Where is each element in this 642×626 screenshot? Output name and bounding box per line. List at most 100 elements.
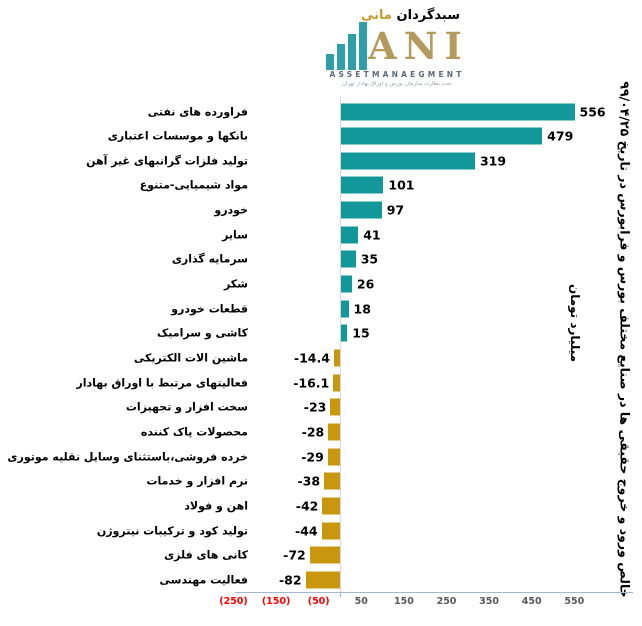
asset-management-text: ASSETMANAEGMENT: [329, 70, 465, 79]
brand-secondary-text: مانی: [361, 8, 392, 23]
value-label: -14.4: [293, 350, 330, 366]
value-label: -29: [301, 449, 324, 465]
chart-row: بانکها و موسسات اعتباری 479: [0, 124, 642, 149]
bar: [309, 546, 340, 564]
chart-row: خودرو 97: [0, 198, 642, 223]
chart-row: فعالیت مهندسی -82: [0, 567, 642, 592]
value-label: -16.1: [293, 375, 330, 391]
category-label: خودرو: [214, 203, 248, 217]
chart-row: سایر 41: [0, 222, 642, 247]
chart-row: محصولات پاک کننده -28: [0, 419, 642, 444]
category-label: فعالیت مهندسی: [159, 573, 249, 587]
bar: [341, 201, 382, 219]
bar: [341, 250, 356, 268]
category-label: بانکها و موسسات اعتباری: [107, 129, 248, 143]
value-label: -44: [294, 523, 318, 539]
category-label: سایر: [222, 228, 248, 242]
value-label: -28: [301, 424, 325, 440]
value-label: 26: [356, 276, 375, 292]
x-tick-label: (150): [261, 596, 291, 607]
bar: [305, 571, 340, 589]
chart-row: شکر 26: [0, 272, 642, 297]
category-label: سرمایه گذاری: [171, 252, 248, 266]
chart-row: فراورده های نفتی 556: [0, 99, 642, 124]
bar: [321, 522, 340, 540]
x-axis: [235, 592, 633, 593]
x-axis-zero-tick: [340, 592, 341, 597]
value-label: 15: [352, 325, 370, 341]
bar: [327, 448, 340, 466]
value-label: -42: [295, 498, 319, 514]
category-label: تولید کود و ترکیبات نیتروژن: [96, 524, 248, 538]
chart-row: نرم افزار و خدمات -38: [0, 469, 642, 494]
bar: [341, 103, 575, 120]
chart-row: قطعات خودرو 18: [0, 296, 642, 321]
value-label: 97: [386, 202, 405, 218]
category-label: قطعات خودرو: [171, 302, 248, 316]
x-tick-label: 550: [564, 596, 585, 607]
category-label: محصولات پاک کننده: [140, 425, 248, 439]
x-tick-label: (50): [307, 596, 330, 607]
value-label: 556: [579, 104, 606, 119]
x-tick-label: (250): [219, 596, 248, 607]
category-label: اهن و فولاد: [184, 499, 248, 513]
bar: [330, 398, 340, 416]
category-label: سخت افزار و تجهیزات: [125, 400, 248, 414]
value-label: -72: [283, 547, 306, 563]
bar: [341, 226, 359, 244]
category-label: کانی های فلزی: [164, 548, 248, 562]
brand-primary-text: سبدگردان: [396, 8, 460, 23]
category-label: کاشی و سرامیک: [157, 326, 248, 340]
chart-row: ماشین الات الکتریکی -14.4: [0, 346, 642, 371]
category-label: مواد شیمیایی-متنوع: [139, 178, 248, 192]
value-label: 18: [353, 301, 371, 317]
bar: [324, 472, 340, 490]
chart-row: کاشی و سرامیک 15: [0, 321, 642, 346]
chart-row: مواد شیمیایی-متنوع 101: [0, 173, 642, 198]
value-label: 41: [363, 227, 381, 243]
x-tick-label: 450: [521, 596, 542, 607]
chart-row: سخت افزار و تجهیزات -23: [0, 395, 642, 420]
chart-row: اهن و فولاد -42: [0, 493, 642, 518]
bar: [341, 324, 348, 342]
x-tick-label: 150: [393, 596, 414, 607]
chart-row: تولید فلزات گرانبهای غیر آهن 319: [0, 148, 642, 173]
bar: [341, 275, 352, 293]
x-tick-label: 350: [479, 596, 500, 607]
chart-row: فعالیتهای مرتبط با اوراق بهادار -16.1: [0, 370, 642, 395]
bar: [333, 349, 340, 367]
value-label: -23: [303, 399, 327, 415]
bar: [341, 300, 349, 318]
brand-persian-name: سبدگردان مانی: [361, 8, 460, 23]
value-label: -38: [297, 473, 321, 489]
bar: [322, 497, 340, 515]
x-tick-label: 250: [436, 596, 457, 607]
bar: [341, 152, 475, 170]
value-label: 101: [388, 177, 415, 193]
x-tick-label: 50: [354, 596, 368, 607]
category-label: خرده فروشی،باستثنای وسایل نقلیه موتوری: [7, 450, 248, 464]
bar: [341, 176, 384, 194]
category-label: فراورده های نفتی: [147, 105, 248, 118]
company-logo: سبدگردان مانی ANI ASSETMANAEGMENT تحت نظ…: [322, 4, 472, 90]
logo-tagline: تحت نظارت سازمان بورس و اوراق بهادار تهر…: [342, 81, 452, 87]
bar: [341, 127, 543, 145]
chart-row: سرمایه گذاری 35: [0, 247, 642, 272]
bar-chart-icon: [326, 22, 367, 70]
bar: [328, 423, 340, 441]
category-label: شکر: [223, 277, 248, 291]
value-label: 479: [547, 128, 574, 144]
brand-latin-text: ANI: [368, 24, 469, 68]
chart-row: خرده فروشی،باستثنای وسایل نقلیه موتوری -2…: [0, 444, 642, 469]
value-label: -82: [278, 572, 302, 588]
category-label: نرم افزار و خدمات: [146, 474, 248, 488]
chart-row: کانی های فلزی -72: [0, 543, 642, 568]
bar: [333, 374, 340, 392]
chart-row: تولید کود و ترکیبات نیتروژن -44: [0, 518, 642, 543]
value-label: 319: [479, 153, 507, 169]
value-label: 35: [360, 251, 379, 267]
category-label: تولید فلزات گرانبهای غیر آهن: [86, 154, 248, 168]
zero-gridline: [340, 96, 341, 592]
category-label: فعالیتهای مرتبط با اوراق بهادار: [76, 376, 248, 390]
